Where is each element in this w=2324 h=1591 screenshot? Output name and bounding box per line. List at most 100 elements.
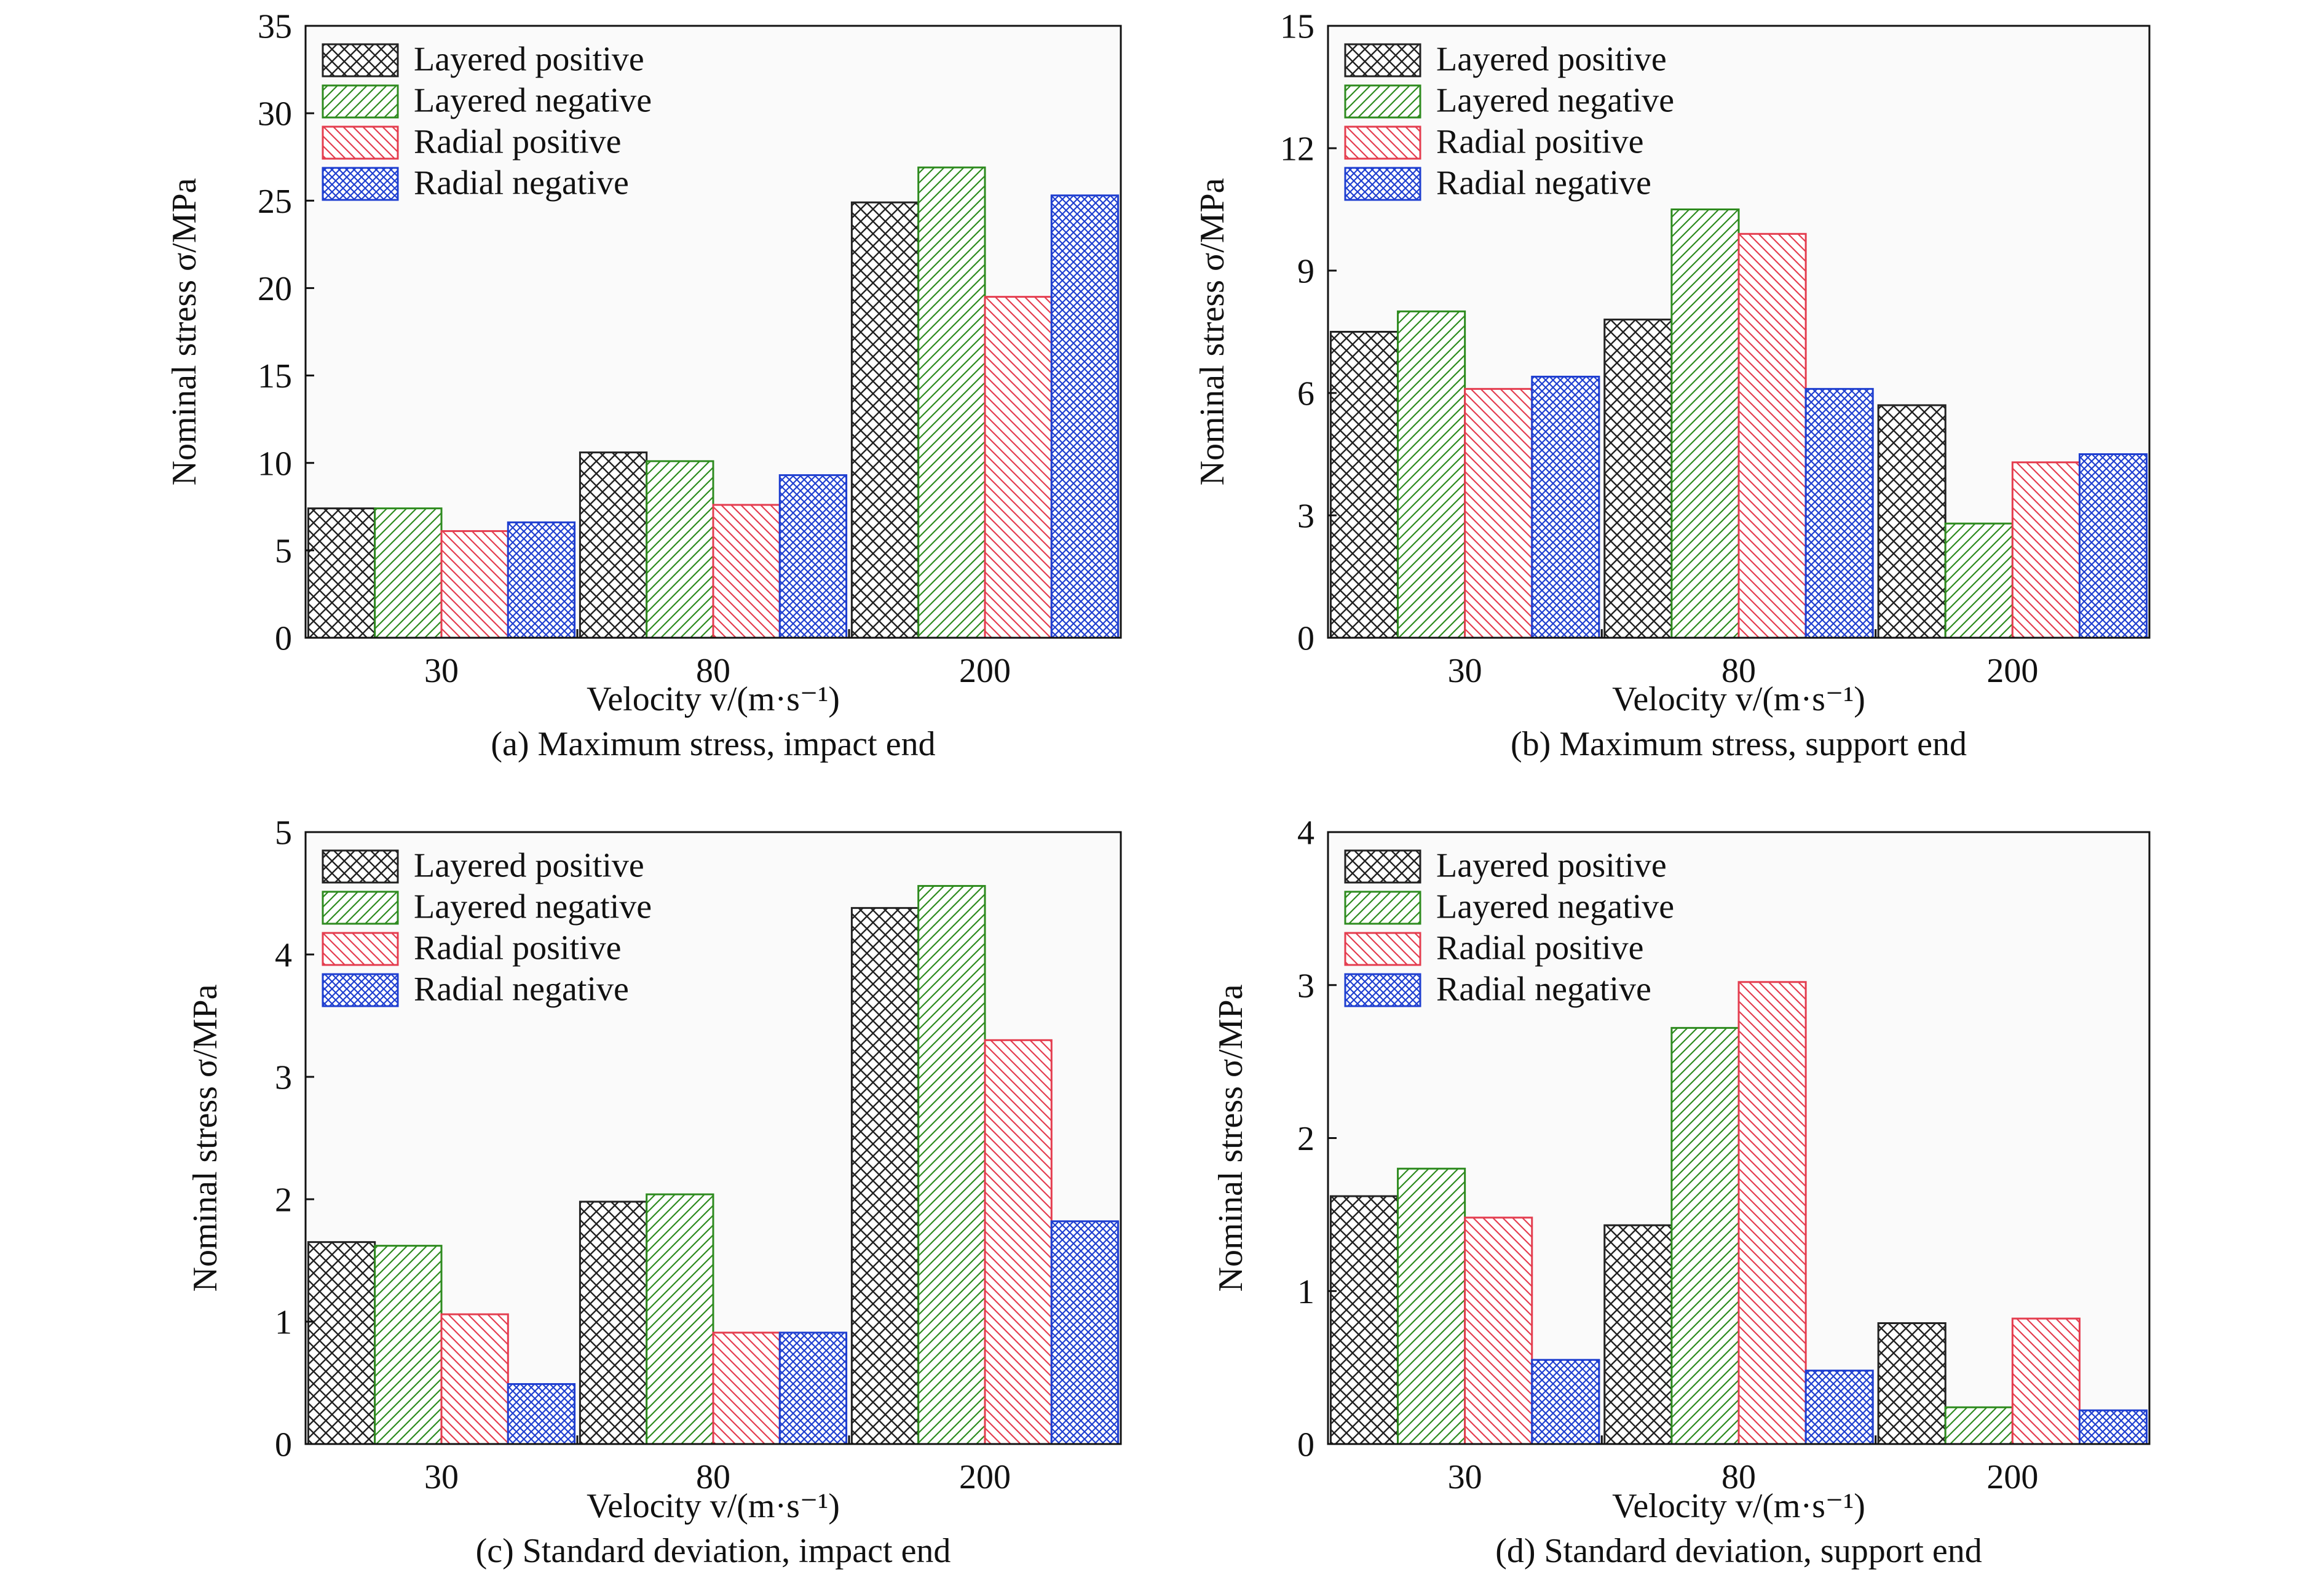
bar-radial-negative-30: [507, 1383, 576, 1445]
x-axis-label: Velocity v/(m·s⁻¹): [1612, 680, 1865, 718]
legend-swatch-radial-negative: [322, 167, 399, 201]
bar-radial-positive-80: [1737, 232, 1807, 639]
x-tick-label: 80: [696, 1458, 730, 1496]
y-tick-label: 0: [275, 620, 292, 658]
legend-label: Layered negative: [414, 888, 652, 926]
bar-layered-positive-200: [1877, 404, 1947, 639]
x-tick-label: 30: [424, 1458, 459, 1496]
y-axis-label: Nominal stress σ/MPa: [1193, 178, 1231, 485]
bar-radial-negative-30: [1531, 375, 1600, 639]
bar-layered-positive-80: [1603, 319, 1673, 639]
legend-swatch-radial-positive: [322, 932, 399, 966]
bar-layered-positive-200: [850, 201, 920, 639]
y-tick-label: 15: [258, 357, 292, 395]
y-axis-label: Nominal stress σ/MPa: [1212, 984, 1250, 1291]
bar-layered-positive-30: [307, 1241, 376, 1445]
bar-layered-negative-30: [374, 507, 443, 639]
bar-radial-positive-200: [984, 296, 1053, 639]
legend-swatch-layered-negative: [322, 891, 399, 925]
bar-layered-negative-200: [917, 885, 986, 1445]
x-tick-label: 200: [959, 652, 1011, 690]
plot-frame: [1327, 25, 2151, 639]
bar-radial-negative-200: [2078, 1409, 2148, 1445]
x-tick-label: 200: [1986, 652, 2038, 690]
legend-swatch-radial-negative: [1344, 973, 1421, 1007]
bar-radial-positive-200: [984, 1039, 1053, 1445]
x-tick-label: 80: [1721, 1458, 1756, 1496]
bar-layered-negative-80: [1670, 208, 1740, 639]
y-tick-label: 4: [1297, 814, 1314, 852]
legend-label: Radial positive: [1436, 929, 1644, 967]
legend-label: Layered positive: [1436, 847, 1667, 885]
bar-layered-positive-30: [1329, 1195, 1399, 1445]
bar-layered-negative-80: [646, 1193, 714, 1445]
y-tick-label: 9: [1297, 253, 1314, 291]
bar-radial-positive-80: [1737, 981, 1807, 1445]
bar-radial-positive-200: [2011, 1317, 2081, 1445]
x-axis-label: Velocity v/(m·s⁻¹): [587, 680, 840, 718]
legend-label: Radial negative: [1436, 970, 1651, 1009]
legend-label: Radial negative: [1436, 164, 1651, 202]
chart-panel-4: 0 1 2 3 4 30 80 200 Velocity v/(m·s⁻¹) Nominal st…: [1212, 814, 2151, 1570]
y-axis-label: Nominal stress σ/MPa: [186, 984, 224, 1291]
bar-radial-positive-80: [712, 1331, 781, 1445]
bar-radial-positive-30: [440, 1313, 509, 1445]
bar-layered-positive-80: [1603, 1224, 1673, 1445]
bar-layered-negative-200: [1944, 522, 2014, 639]
legend-label: Layered negative: [414, 82, 652, 120]
legend-label: Layered positive: [414, 847, 644, 885]
x-tick-label: 30: [1448, 1458, 1482, 1496]
x-tick-label: 200: [1986, 1458, 2038, 1496]
bar-radial-negative-30: [507, 521, 576, 639]
y-tick-label: 10: [258, 445, 292, 483]
y-tick-label: 4: [275, 937, 292, 975]
bar-layered-positive-30: [307, 507, 376, 639]
x-tick-label: 30: [1448, 652, 1482, 690]
panel-caption: (b) Maximum stress, support end: [1511, 725, 1967, 763]
y-tick-label: 0: [1297, 620, 1314, 658]
y-tick-label: 5: [275, 532, 292, 570]
bar-layered-negative-30: [1397, 1167, 1466, 1445]
bar-layered-positive-200: [1877, 1322, 1947, 1445]
y-tick-label: 25: [258, 183, 292, 221]
plot-frame: [304, 25, 1122, 639]
bar-layered-negative-30: [374, 1245, 443, 1445]
bar-radial-negative-30: [1531, 1359, 1600, 1445]
bar-layered-negative-30: [1397, 310, 1466, 639]
legend-swatch-layered-positive: [1344, 849, 1421, 884]
bar-radial-negative-80: [778, 1331, 848, 1445]
legend-swatch-layered-negative: [322, 84, 399, 119]
y-tick-label: 3: [275, 1059, 292, 1097]
legend-label: Layered positive: [414, 41, 644, 79]
y-tick-label: 3: [1297, 967, 1314, 1005]
plot-frame: [304, 831, 1122, 1445]
legend-swatch-radial-positive: [1344, 932, 1421, 966]
bar-radial-negative-200: [2078, 453, 2148, 639]
panel-caption: (c) Standard deviation, impact end: [476, 1532, 951, 1570]
y-tick-label: 6: [1297, 375, 1314, 413]
legend-label: Layered negative: [1436, 888, 1674, 926]
chart-panel-1: 0 5 10 15 20 25 30 35 30 80 200 Velocity v/(m·s⁻¹) N…: [165, 8, 1122, 763]
legend-label: Radial positive: [414, 929, 622, 967]
bar-radial-negative-80: [1804, 387, 1874, 639]
y-tick-label: 3: [1297, 498, 1314, 536]
bar-layered-positive-80: [579, 1200, 648, 1445]
y-tick-label: 12: [1280, 130, 1314, 169]
legend-label: Radial positive: [1436, 123, 1644, 161]
y-tick-label: 35: [258, 8, 292, 46]
x-tick-label: 30: [424, 652, 459, 690]
y-tick-label: 15: [1280, 8, 1314, 46]
chart-panel-3: 0 1 2 3 4 5 30 80 200 Velocity v/(m·s⁻¹) Nominal s…: [186, 814, 1122, 1570]
bar-layered-negative-80: [1670, 1026, 1740, 1445]
y-tick-label: 20: [258, 270, 292, 308]
legend-swatch-layered-positive: [1344, 43, 1421, 77]
bar-layered-negative-200: [917, 166, 986, 639]
bar-layered-positive-30: [1329, 331, 1399, 639]
legend-label: Radial negative: [414, 970, 629, 1009]
x-tick-label: 200: [959, 1458, 1011, 1496]
legend-swatch-radial-negative: [1344, 167, 1421, 201]
x-tick-label: 80: [696, 652, 730, 690]
